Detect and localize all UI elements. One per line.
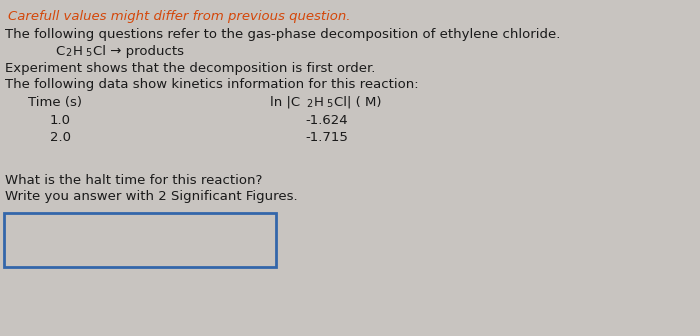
Text: Carefull values might differ from previous question.: Carefull values might differ from previo… (8, 10, 351, 23)
Text: Write you answer with 2 Significant Figures.: Write you answer with 2 Significant Figu… (5, 190, 297, 203)
FancyBboxPatch shape (4, 213, 276, 267)
Text: 1.0: 1.0 (50, 114, 71, 127)
Text: H: H (73, 45, 83, 58)
Text: 2: 2 (65, 48, 71, 58)
Text: Experiment shows that the decomposition is first order.: Experiment shows that the decomposition … (5, 62, 375, 75)
Text: The following questions refer to the gas-phase decomposition of ethylene chlorid: The following questions refer to the gas… (5, 28, 561, 41)
Text: What is the halt time for this reaction?: What is the halt time for this reaction? (5, 174, 262, 187)
Text: C: C (55, 45, 64, 58)
Text: The following data show kinetics information for this reaction:: The following data show kinetics informa… (5, 78, 419, 91)
Text: ln |C: ln |C (270, 96, 300, 109)
Text: H: H (314, 96, 324, 109)
Text: -1.624: -1.624 (305, 114, 348, 127)
Text: Cl| ( M): Cl| ( M) (334, 96, 382, 109)
Text: Time (s): Time (s) (28, 96, 82, 109)
Text: 5: 5 (85, 48, 91, 58)
Text: 5: 5 (326, 99, 332, 109)
Text: -1.715: -1.715 (305, 131, 348, 144)
Text: 2.0: 2.0 (50, 131, 71, 144)
Text: 2: 2 (306, 99, 312, 109)
Text: Cl → products: Cl → products (93, 45, 184, 58)
